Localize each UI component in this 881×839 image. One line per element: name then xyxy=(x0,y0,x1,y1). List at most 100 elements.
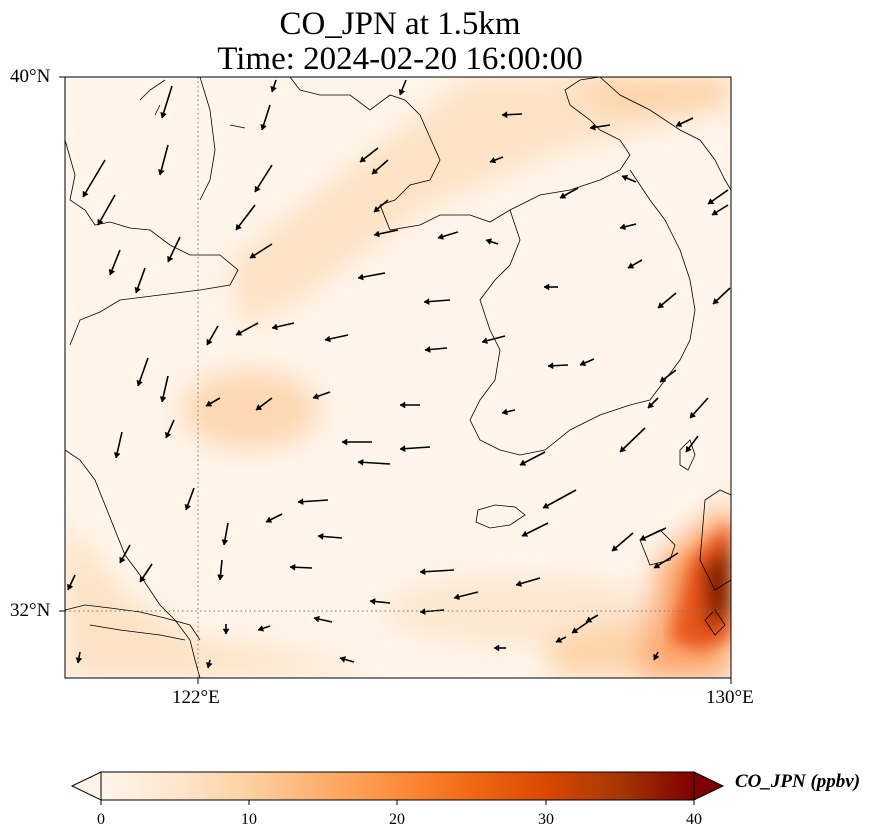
wind-arrow xyxy=(270,79,277,93)
map-panel xyxy=(59,76,732,684)
wind-arrow xyxy=(711,204,729,216)
wind-arrow xyxy=(437,231,459,240)
wind-arrow xyxy=(324,334,349,343)
wind-arrow xyxy=(222,624,230,635)
wind-arrow xyxy=(619,223,637,231)
wind-arrow xyxy=(543,283,558,291)
wind-arrow xyxy=(221,522,229,546)
wind-arrow xyxy=(167,236,181,263)
wind-arrow xyxy=(493,644,506,652)
wind-arrow xyxy=(235,322,259,336)
wind-arrow xyxy=(271,322,295,331)
colorbar-tick-40: 40 xyxy=(686,811,702,828)
wind-arrow xyxy=(689,397,709,419)
wind-arrow xyxy=(206,325,219,346)
wind-arrow xyxy=(265,513,283,523)
map-title-line1: CO_JPN at 1.5km xyxy=(279,6,521,42)
wind-arrow xyxy=(317,533,343,540)
wind-arrow xyxy=(481,335,506,345)
wind-arrow xyxy=(254,164,273,193)
wind-arrow xyxy=(184,487,195,511)
wind-vectors xyxy=(67,79,731,669)
lat-label-40n: 40°N xyxy=(10,66,51,87)
wind-arrow xyxy=(647,397,659,409)
wind-arrow xyxy=(653,651,660,661)
wind-arrow xyxy=(357,458,391,466)
wind-arrow xyxy=(419,568,455,576)
wind-arrow xyxy=(164,419,175,439)
wind-arrow xyxy=(359,147,379,163)
wind-arrow xyxy=(653,552,679,569)
wind-arrow xyxy=(371,159,389,175)
wind-arrow xyxy=(136,357,149,387)
wind-arrow xyxy=(515,577,541,587)
wind-arrow xyxy=(297,498,329,506)
wind-arrow xyxy=(341,438,372,446)
coastlines xyxy=(65,77,731,678)
wind-arrow xyxy=(542,489,577,509)
colorbar-tick-30: 30 xyxy=(538,811,554,828)
wind-arrow xyxy=(159,375,169,403)
wind-arrow xyxy=(160,85,173,119)
wind-arrow xyxy=(707,189,729,205)
map-title-line2: Time: 2024-02-20 16:00:00 xyxy=(217,41,583,77)
wind-arrow xyxy=(639,527,667,541)
colorbar-label: CO_JPN (ppbv) xyxy=(735,771,861,792)
wind-arrow xyxy=(158,144,169,176)
colorbar-gradient xyxy=(100,771,695,801)
wind-arrow xyxy=(399,445,431,453)
colorbar-tick-10: 10 xyxy=(241,811,257,828)
wind-arrow xyxy=(627,259,643,269)
wind-arrow xyxy=(555,636,567,643)
wind-arrow xyxy=(398,79,407,96)
wind-arrow xyxy=(108,249,121,276)
wind-arrow xyxy=(313,615,333,623)
wind-arrow xyxy=(67,574,76,591)
wind-arrow xyxy=(373,229,399,238)
lat-label-32n: 32°N xyxy=(10,600,51,621)
wind-arrow xyxy=(675,117,694,127)
wind-arrow xyxy=(369,598,391,605)
wind-arrow xyxy=(424,346,448,353)
wind-arrow xyxy=(712,287,731,305)
wind-arrow xyxy=(205,397,221,407)
wind-arrow xyxy=(257,625,271,632)
wind-arrow xyxy=(419,608,445,615)
wind-arrow xyxy=(339,656,355,663)
wind-arrow xyxy=(399,401,420,409)
wind-arrow xyxy=(205,659,213,669)
wind-arrow xyxy=(485,238,499,245)
wind-arrow xyxy=(619,427,646,453)
wind-arrow xyxy=(217,559,224,581)
wind-arrow xyxy=(519,451,546,466)
map-frame xyxy=(64,76,732,679)
wind-arrow xyxy=(521,522,549,537)
wind-arrow xyxy=(289,563,313,571)
wind-arrow xyxy=(97,194,116,226)
wind-arrow xyxy=(585,614,599,623)
wind-arrow xyxy=(571,621,589,634)
wind-arrow xyxy=(589,123,611,131)
lon-label-122e: 122°E xyxy=(172,687,220,708)
wind-arrow xyxy=(139,563,153,583)
wind-arrow xyxy=(621,174,637,183)
wind-arrow xyxy=(119,544,131,564)
wind-arrow xyxy=(611,532,634,552)
wind-arrow xyxy=(423,298,451,306)
colorbar-tick-20: 20 xyxy=(389,811,405,828)
wind-arrow xyxy=(357,272,386,281)
wind-arrow xyxy=(501,111,523,119)
wind-arrow xyxy=(113,431,123,459)
wind-arrow xyxy=(489,156,504,164)
wind-arrow xyxy=(373,199,389,213)
wind-arrow xyxy=(579,358,595,367)
wind-arrow xyxy=(685,435,699,453)
wind-arrow xyxy=(235,204,256,231)
wind-arrow xyxy=(312,391,331,400)
colorbar xyxy=(70,771,725,805)
wind-arrow xyxy=(249,243,273,259)
wind-arrow xyxy=(659,369,677,383)
wind-arrow xyxy=(559,187,579,199)
wind-arrow xyxy=(255,397,273,411)
wind-arrow xyxy=(75,651,83,664)
